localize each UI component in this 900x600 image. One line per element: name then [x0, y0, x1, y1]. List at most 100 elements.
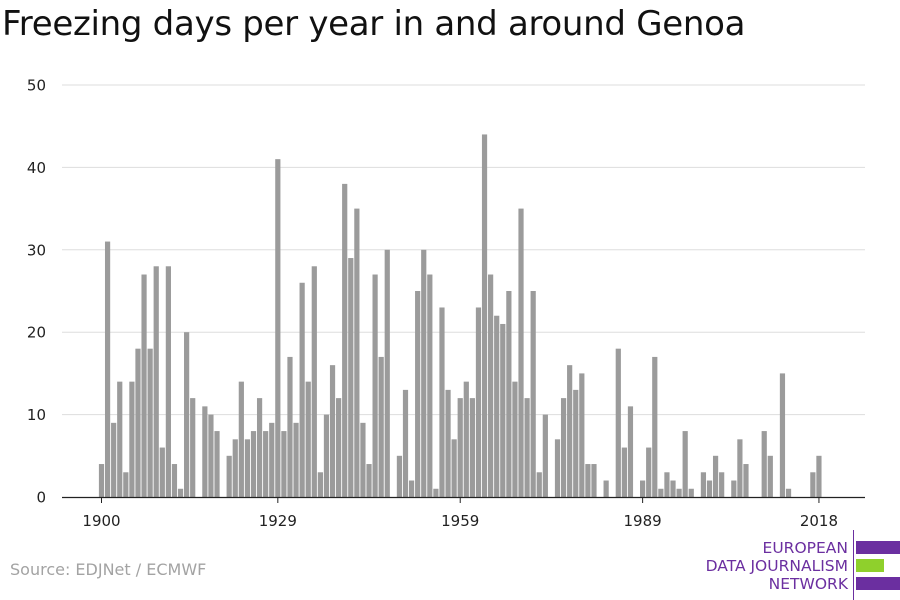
- bar: [731, 480, 737, 497]
- bar: [293, 422, 299, 497]
- bar: [779, 373, 786, 497]
- logo-line-1: EUROPEAN: [762, 539, 848, 557]
- bar: [269, 422, 275, 497]
- bar: [621, 447, 627, 497]
- bar: [153, 266, 159, 497]
- bar: [250, 431, 257, 497]
- bar: [591, 464, 597, 497]
- bar: [615, 348, 621, 497]
- x-tick-label: 1929: [259, 512, 297, 530]
- bar: [348, 258, 354, 497]
- y-tick-label: 30: [27, 241, 46, 259]
- bar: [421, 249, 427, 497]
- bar: [463, 381, 469, 497]
- bar: [658, 488, 664, 497]
- y-tick-labels: 0 10 20 30 40 50: [27, 77, 46, 507]
- bar: [785, 488, 792, 497]
- bar: [500, 323, 506, 497]
- bar: [810, 472, 816, 497]
- bar: [98, 464, 105, 497]
- chart-title: Freezing days per year in and around Gen…: [2, 4, 746, 44]
- y-tick-label: 0: [36, 489, 46, 507]
- bar: [378, 356, 384, 497]
- bar: [244, 439, 251, 497]
- bar: [652, 356, 658, 497]
- bar: [360, 422, 366, 497]
- bar: [104, 241, 111, 497]
- logo-line-3: NETWORK: [768, 575, 848, 593]
- bar: [554, 439, 561, 497]
- logo-bar-middle: [856, 559, 884, 572]
- x-tick-label: 1959: [441, 512, 479, 530]
- bar: [135, 348, 141, 497]
- logo-bar-top: [856, 541, 900, 554]
- bar: [275, 159, 281, 497]
- bar: [761, 431, 767, 497]
- bar: [445, 389, 451, 497]
- logo-bar-bottom: [856, 577, 900, 590]
- bar: [451, 439, 457, 497]
- bar: [469, 398, 475, 497]
- bar: [457, 398, 463, 497]
- bar: [542, 414, 548, 497]
- x-tick-label: 2018: [800, 512, 838, 530]
- bar: [177, 488, 184, 497]
- bar: [682, 431, 688, 497]
- bar: [481, 134, 488, 497]
- bar: [329, 365, 336, 497]
- bar: [512, 381, 518, 497]
- bar: [567, 365, 573, 497]
- bar: [427, 274, 433, 497]
- bar: [117, 381, 123, 497]
- bar: [287, 356, 293, 497]
- bar: [816, 455, 822, 497]
- bar: [281, 431, 287, 497]
- bar: [524, 398, 530, 497]
- bar: [232, 439, 238, 497]
- bar: [226, 455, 232, 497]
- bar: [171, 464, 178, 497]
- x-tick-label: 1900: [82, 512, 120, 530]
- bar: [700, 472, 707, 497]
- edjnet-logo: EUROPEAN DATA JOURNALISM NETWORK: [700, 530, 900, 600]
- bar: [737, 439, 743, 497]
- bar: [646, 447, 652, 497]
- bar: [402, 389, 409, 497]
- bar: [743, 464, 749, 497]
- bar: [263, 431, 269, 497]
- bar: [408, 480, 415, 497]
- bar: [305, 381, 311, 497]
- bar: [433, 488, 439, 497]
- bar: [323, 414, 330, 497]
- logo-text: EUROPEAN DATA JOURNALISM NETWORK: [706, 539, 848, 593]
- bar: [317, 472, 323, 497]
- bar: [475, 307, 482, 497]
- bar: [712, 455, 719, 497]
- bar: [214, 431, 220, 497]
- y-tick-label: 20: [27, 324, 46, 342]
- bar: [579, 373, 585, 497]
- bar: [123, 472, 129, 497]
- bar: [159, 447, 165, 497]
- bar: [141, 274, 147, 497]
- bars: [98, 134, 822, 497]
- bar: [688, 488, 694, 497]
- bar: [366, 464, 372, 497]
- bar: [573, 389, 579, 497]
- bar: [202, 406, 208, 497]
- bar: [518, 208, 524, 497]
- bar: [147, 348, 153, 497]
- bar: [336, 398, 342, 497]
- y-tick-label: 50: [27, 77, 46, 95]
- bar: [767, 455, 773, 497]
- bar: [664, 472, 670, 497]
- bar: [439, 307, 445, 497]
- bar: [184, 332, 190, 497]
- bar: [111, 422, 117, 497]
- bar: [342, 183, 348, 497]
- x-tick-label: 1989: [624, 512, 662, 530]
- bar: [299, 282, 305, 497]
- bar: [415, 291, 421, 497]
- bar: [560, 398, 567, 497]
